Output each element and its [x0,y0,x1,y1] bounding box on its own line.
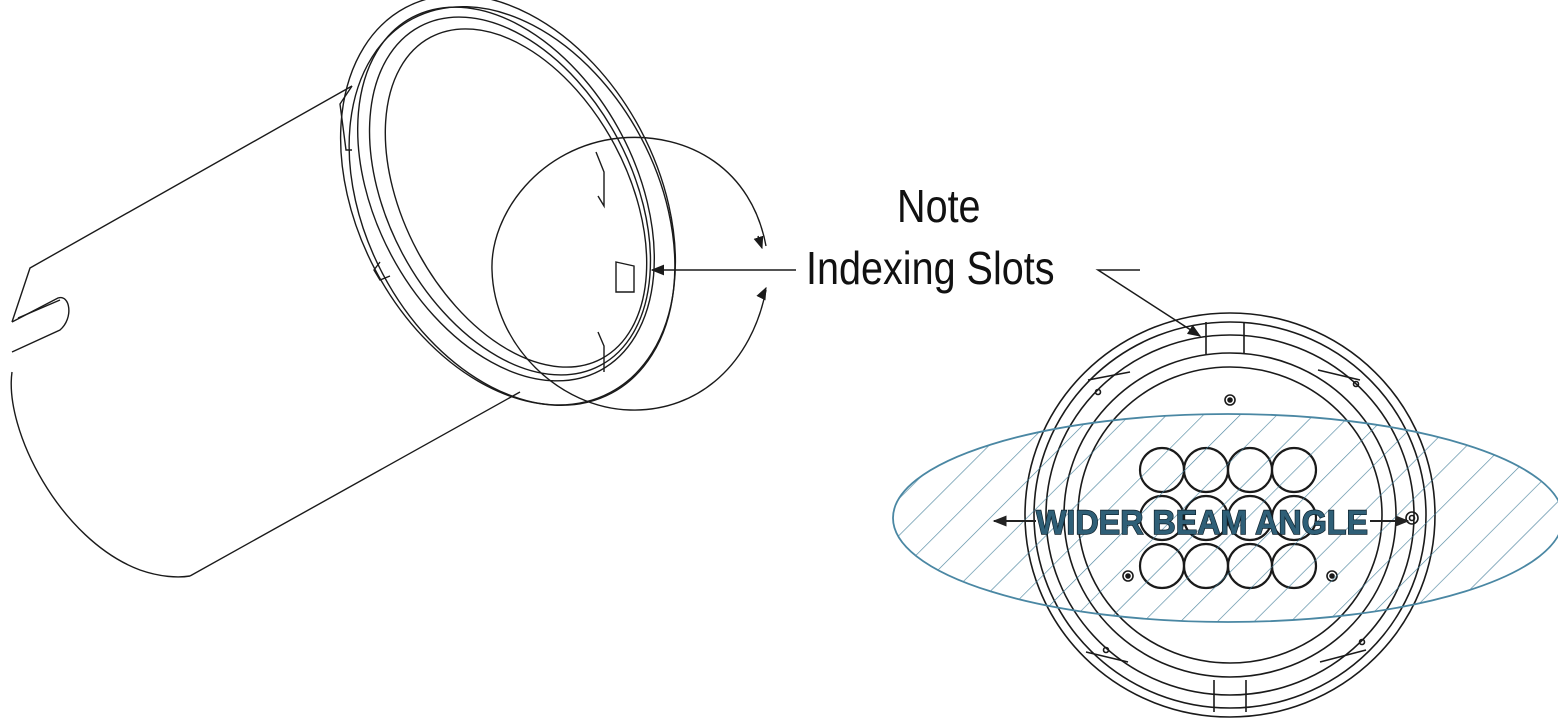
rotation-indicator [491,136,767,411]
ring-assembly [339,0,677,407]
rotation-arrow-bottom-icon [756,286,767,301]
rotation-arrow-top-icon [753,235,764,250]
slot-leader-right [1095,269,1202,337]
callout-indexing-slots-text: Indexing Slots [806,242,1055,294]
cylinder-housing [10,85,521,578]
callout-note-text: Note [897,180,981,232]
beam-angle-label: WIDER BEAM ANGLE [1036,504,1368,542]
